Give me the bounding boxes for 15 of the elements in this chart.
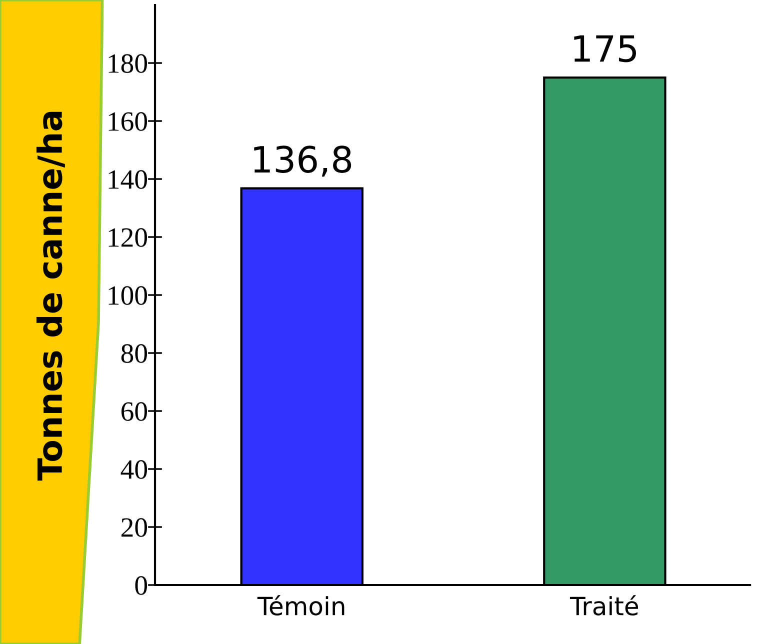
- y-tick-label: 140: [108, 170, 148, 189]
- y-tick-label: 40: [120, 460, 148, 479]
- y-tick-label: 120: [108, 228, 148, 247]
- y-tick-label: 20: [122, 518, 148, 537]
- y-tick-label: 0: [135, 576, 148, 595]
- y-tick-label: 180: [108, 54, 148, 73]
- y-tick-label: 80: [121, 344, 148, 363]
- x-tick-label: Traité: [570, 595, 638, 616]
- data-label: 175: [574, 35, 636, 62]
- y-axis-title: Tonnes de canne/ha: [36, 112, 65, 481]
- y-tick-label: 160: [108, 112, 148, 131]
- data-label: 136,8: [254, 146, 352, 177]
- y-tick-label: 60: [121, 402, 148, 421]
- x-tick-label: Témoin: [257, 595, 344, 616]
- y-tick-label: 100: [108, 286, 148, 305]
